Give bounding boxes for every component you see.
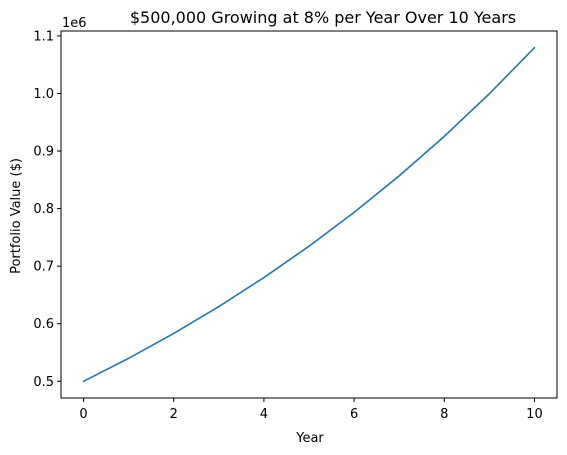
x-tick-label: 8 [440,407,448,422]
y-axis-label: Portfolio Value ($) [9,158,24,274]
x-tick-label: 10 [526,407,543,422]
x-axis-label: Year [295,431,324,446]
series-line-0 [82,46,536,383]
chart-title: $500,000 Growing at 8% per Year Over 10 … [130,8,516,27]
y-tick-label: 0.6 [33,317,54,332]
axes-frame [60,30,558,399]
y-tick-label: 1.0 [33,87,54,102]
x-tick-label: 0 [79,407,87,422]
y-offset-text: 1e6 [62,16,87,31]
plot-area: 0 2 4 6 8 10 0.5 0.6 0.7 0.8 0.9 1.0 1.1 [33,29,558,422]
y-tick-label: 0.7 [33,260,54,275]
y-tick-label: 0.5 [33,375,54,390]
x-tick-label: 4 [260,407,268,422]
x-tick-label: 6 [350,407,358,422]
y-tick-label: 1.1 [33,29,54,44]
y-tick-label: 0.8 [33,202,54,217]
x-tick-label: 2 [170,407,178,422]
y-tick-label: 0.9 [33,145,54,160]
